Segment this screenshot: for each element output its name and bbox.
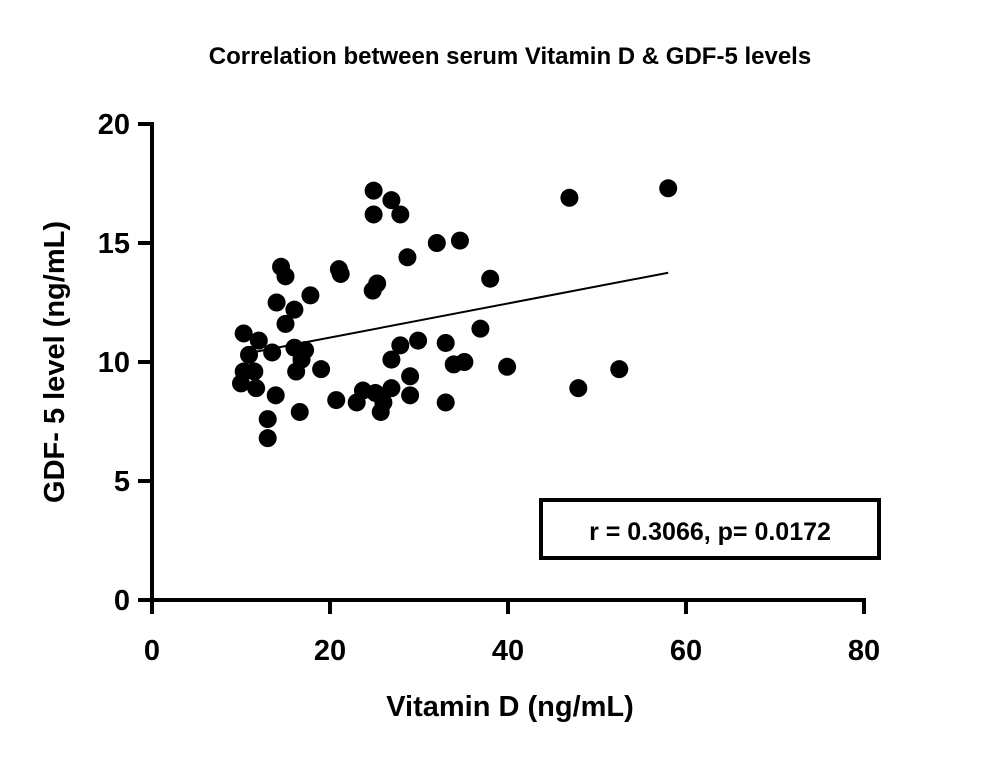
data-point xyxy=(498,357,517,376)
data-point xyxy=(401,386,420,405)
data-point xyxy=(455,353,474,371)
data-point xyxy=(363,281,382,300)
x-tick-label: 60 xyxy=(670,635,702,667)
y-tick-label: 0 xyxy=(114,585,130,617)
data-point xyxy=(401,367,420,386)
y-axis-label: GDF- 5 level (ng/mL) xyxy=(39,221,71,503)
data-point xyxy=(285,300,304,319)
data-point xyxy=(560,188,579,207)
y-tick-label: 20 xyxy=(98,109,130,141)
x-tick-label: 80 xyxy=(848,635,880,667)
data-point xyxy=(267,293,286,312)
data-point xyxy=(249,331,268,350)
data-point xyxy=(481,269,500,288)
chart-title: Correlation between serum Vitamin D & GD… xyxy=(209,43,811,70)
y-tick-label: 10 xyxy=(98,347,130,379)
data-point xyxy=(364,181,383,200)
data-point xyxy=(371,402,390,421)
data-point xyxy=(276,267,295,286)
data-point xyxy=(427,234,446,252)
data-point xyxy=(450,231,469,250)
data-point xyxy=(258,410,277,429)
data-point xyxy=(398,248,417,267)
data-point xyxy=(327,391,346,410)
annotation-box xyxy=(539,498,881,560)
data-point xyxy=(610,360,629,379)
y-tick-label: 5 xyxy=(114,466,130,498)
data-point xyxy=(569,379,588,398)
y-tick-label: 15 xyxy=(98,228,130,260)
data-point xyxy=(364,205,383,224)
data-point xyxy=(276,314,295,333)
data-point xyxy=(301,286,320,305)
data-point xyxy=(382,379,401,398)
data-point xyxy=(266,386,285,405)
data-point xyxy=(436,333,455,352)
data-point xyxy=(409,331,428,350)
data-point xyxy=(391,336,410,355)
x-tick-label: 20 xyxy=(314,635,346,667)
data-point xyxy=(391,205,410,224)
data-point xyxy=(382,350,401,369)
data-point xyxy=(382,191,401,210)
data-point xyxy=(436,393,455,412)
data-point xyxy=(234,324,253,343)
data-point xyxy=(659,179,678,198)
data-point xyxy=(471,319,490,338)
data-point xyxy=(290,402,309,421)
x-axis-label: Vitamin D (ng/mL) xyxy=(386,691,634,723)
data-point xyxy=(232,374,250,393)
data-points xyxy=(232,179,678,448)
data-point xyxy=(263,343,282,362)
data-point xyxy=(287,362,306,381)
correlation-annotation: r = 0.3066, p= 0.0172 xyxy=(589,518,831,546)
y-ticks: 0 5 10 15 20 xyxy=(98,109,152,617)
data-point xyxy=(312,360,331,379)
data-point xyxy=(245,362,264,381)
x-tick-label: 40 xyxy=(492,635,524,667)
data-point xyxy=(331,264,350,283)
data-point xyxy=(247,379,266,398)
data-point xyxy=(258,429,277,448)
data-point xyxy=(240,345,259,364)
regression-line xyxy=(256,271,669,353)
x-ticks: 0 20 40 60 80 xyxy=(144,600,880,667)
x-tick-label: 0 xyxy=(144,635,160,667)
